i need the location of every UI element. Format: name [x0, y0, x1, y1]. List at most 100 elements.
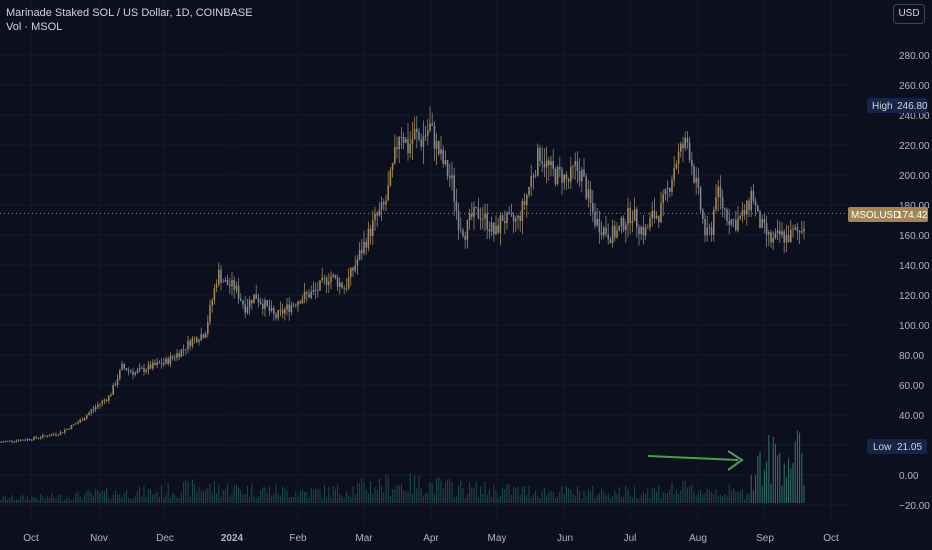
volume-bar: [229, 496, 231, 503]
candle-body: [779, 230, 781, 235]
candle-body: [609, 239, 612, 244]
candle-body: [402, 136, 405, 143]
candle-body: [550, 161, 552, 166]
volume-bar: [57, 495, 59, 503]
candle-body: [378, 209, 381, 216]
candle-body: [325, 277, 328, 285]
candle-body: [275, 314, 277, 318]
volume-bar: [469, 481, 471, 503]
candle-body: [583, 169, 585, 177]
candle-body: [686, 137, 689, 143]
volume-bar: [378, 478, 380, 503]
x-tick-label: Oct: [823, 533, 839, 544]
candle-body: [248, 299, 251, 308]
candle-body: [61, 432, 64, 434]
volume-bar: [191, 479, 193, 503]
volume-bar: [381, 486, 383, 503]
volume-bar: [339, 493, 341, 503]
candle-body: [453, 175, 455, 202]
time-axis[interactable]: Oct Nov Dec 2024 Feb Mar Apr May Jun Jul Aug Sep Oct: [23, 533, 839, 544]
candle-body: [433, 125, 436, 149]
candle-body: [598, 218, 601, 233]
volume-bar: [332, 486, 334, 503]
volume-bar: [202, 491, 204, 503]
volume-bar: [539, 498, 541, 503]
candle-body: [323, 277, 326, 279]
candle-body: [20, 439, 22, 441]
volume-bar: [240, 490, 242, 503]
candle-body: [55, 434, 57, 436]
volume-bar: [508, 484, 510, 503]
candle-body: [673, 167, 675, 180]
candle-body: [442, 149, 444, 165]
volume-bar: [427, 492, 429, 503]
candle-body: [143, 368, 145, 373]
candle-body: [354, 265, 356, 271]
volume-bar: [321, 498, 323, 503]
candle-body: [693, 166, 695, 183]
volume-bar: [513, 487, 515, 503]
volume-bar: [686, 487, 688, 503]
volume-bar: [394, 488, 396, 503]
candle-body: [110, 394, 112, 396]
volume-bar: [257, 496, 259, 503]
volume-bar: [757, 455, 759, 503]
candle-body: [171, 356, 174, 358]
candle-body: [255, 294, 257, 299]
volume-bar: [132, 499, 134, 503]
candle-body: [242, 300, 244, 305]
volume-bar: [561, 486, 563, 503]
candle-body: [383, 202, 385, 205]
candle-body: [607, 234, 609, 240]
candle-body: [273, 308, 275, 315]
candle-body: [543, 163, 546, 168]
candle-body: [534, 175, 537, 177]
volume-bar: [726, 495, 728, 503]
candle-body: [119, 369, 121, 379]
candle-body: [83, 418, 86, 421]
candle-body: [504, 221, 506, 224]
volume-bar: [667, 493, 669, 503]
volume-bar: [550, 491, 552, 503]
volume-bar: [420, 488, 422, 503]
volume-bar: [62, 500, 64, 503]
candle-body: [515, 218, 517, 222]
candle-body: [416, 128, 418, 132]
volume-bar: [209, 483, 211, 503]
volume-bar: [163, 497, 165, 503]
candle-body: [493, 222, 495, 235]
volume-bar: [596, 495, 598, 503]
candle-body: [752, 190, 755, 201]
candle-body: [684, 137, 686, 149]
current-symbol: MSOLUSD: [851, 210, 900, 221]
volume-bar: [761, 486, 763, 503]
volume-bar: [585, 495, 587, 503]
volume-bar: [790, 468, 792, 503]
volume-bar: [29, 500, 31, 503]
candle-body: [332, 274, 334, 277]
candle-body: [761, 219, 763, 228]
candle-body: [754, 200, 757, 206]
candle-body: [209, 305, 211, 322]
volume-bar: [766, 461, 768, 503]
candle-body: [262, 303, 264, 309]
volume-bar: [794, 441, 796, 503]
candle-body: [424, 135, 427, 137]
candle-body: [385, 200, 387, 205]
candle-body: [633, 208, 636, 222]
volume-bar: [647, 488, 649, 503]
volume-bar: [744, 499, 746, 503]
volume-bar: [777, 454, 779, 503]
volume-bar: [317, 488, 319, 503]
chart-grid: [0, 54, 848, 506]
candle-body: [244, 304, 246, 313]
volume-bar: [198, 487, 200, 503]
volume-bar: [392, 489, 394, 503]
volume-bar: [218, 484, 220, 503]
volume-bar: [634, 486, 636, 503]
y-tick-label: 120.00: [899, 291, 930, 302]
currency-button[interactable]: USD: [893, 4, 925, 24]
volume-bar: [134, 496, 136, 503]
candle-body: [308, 293, 310, 298]
